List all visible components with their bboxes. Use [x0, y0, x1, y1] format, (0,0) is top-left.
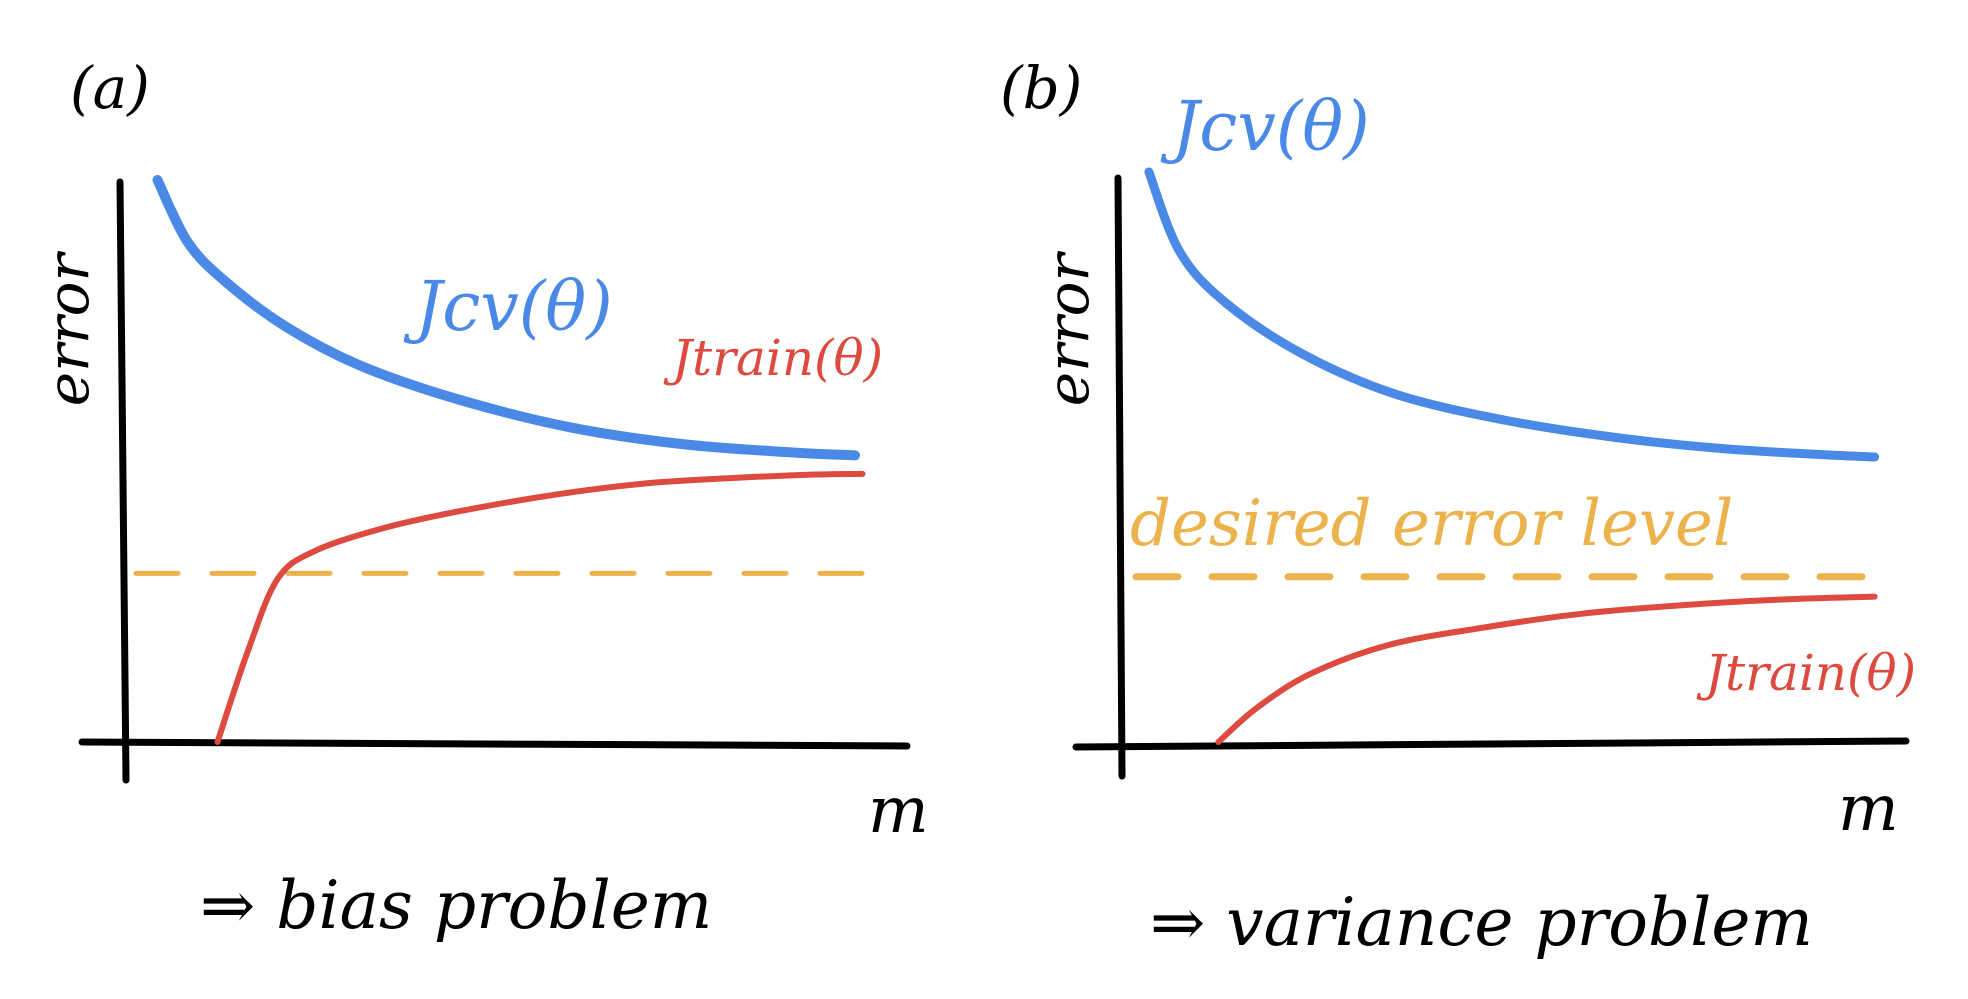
panel-a-y-axis [116, 178, 130, 784]
panel-a-y-axis-label: error [34, 251, 102, 407]
panel-a: (a) error m Jcv(θ) Jtrain(θ) ⇒ bias prob… [34, 54, 929, 944]
panel-b: (b) error m Jcv(θ) Jtrain(θ) desired err… [1000, 54, 1916, 961]
panel-b-jcv-label: Jcv(θ) [1160, 88, 1370, 167]
panel-a-jtrain-label: Jtrain(θ) [663, 329, 883, 387]
panel-a-label: (a) [70, 54, 150, 122]
panel-a-conclusion: ⇒ bias problem [200, 867, 712, 944]
panel-b-conclusion: ⇒ variance problem [1150, 884, 1813, 961]
panel-a-jcv-label: Jcv(θ) [403, 268, 613, 347]
panel-b-desired-error-level-label: desired error level [1130, 487, 1733, 561]
panel-a-jtrain-curve [214, 470, 866, 745]
panel-a-jcv-curve [152, 175, 860, 461]
panel-a-x-axis [78, 738, 911, 750]
panel-b-jtrain-curve [1215, 593, 1878, 745]
panel-b-y-axis-label: error [1034, 251, 1102, 407]
panel-b-jtrain-label: Jtrain(θ) [1696, 644, 1916, 702]
panel-b-x-axis [1072, 737, 1910, 751]
panel-b-y-axis [1114, 174, 1126, 780]
panel-b-label: (b) [1000, 54, 1082, 122]
panel-b-jcv-curve [1144, 167, 1880, 462]
panel-b-x-axis-label: m [1838, 772, 1899, 846]
panel-a-x-axis-label: m [868, 774, 929, 848]
